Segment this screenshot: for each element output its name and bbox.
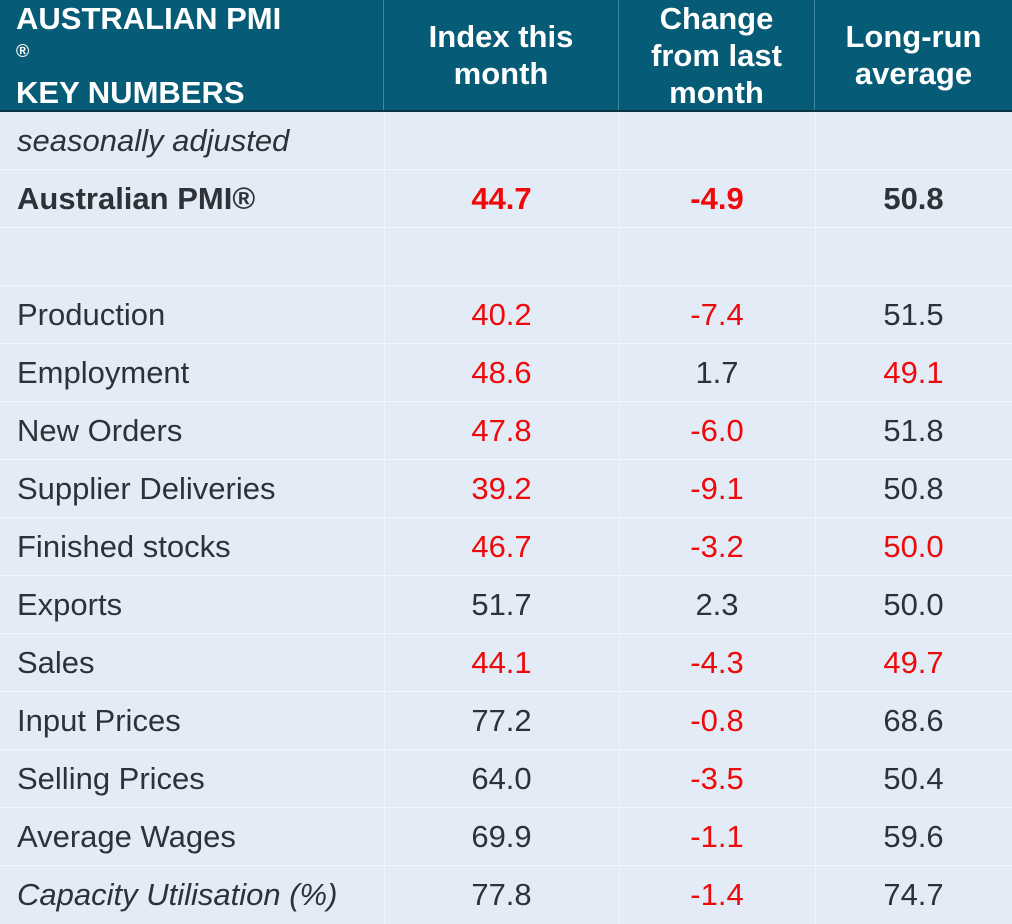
index-value: 64.0 [471, 760, 532, 796]
change-value: 2.3 [695, 586, 739, 622]
row-label: New Orders [17, 412, 183, 448]
header-title-line1: AUSTRALIAN PMI [16, 0, 282, 36]
table-row: Production 40.2 -7.4 51.5 [0, 286, 1012, 344]
average-value: 49.1 [883, 354, 944, 390]
row-label: Exports [17, 586, 123, 622]
row-label: Selling Prices [17, 760, 205, 796]
table-row: Exports 51.7 2.3 50.0 [0, 576, 1012, 634]
average-value: 50.8 [883, 470, 944, 506]
column-divider [384, 112, 385, 924]
table-header: AUSTRALIAN PMI ® KEY NUMBERS Index this m… [0, 0, 1012, 112]
header-change-line2: from last [651, 37, 782, 73]
header-index-line2: month [453, 56, 549, 91]
column-divider [619, 112, 620, 924]
average-value: 50.0 [883, 586, 944, 622]
change-value: -0.8 [690, 702, 744, 738]
average-value: 50.4 [883, 760, 944, 796]
average-value: 50.0 [883, 528, 944, 564]
row-label: Sales [17, 644, 95, 680]
row-label: Australian PMI® [17, 180, 256, 216]
table-row: New Orders 47.8 -6.0 51.8 [0, 402, 1012, 460]
column-divider [815, 112, 816, 924]
average-value: 51.5 [883, 296, 944, 332]
index-value: 40.2 [471, 296, 532, 332]
average-value: 51.8 [883, 412, 944, 448]
row-label: Supplier Deliveries [17, 470, 276, 506]
change-value: -3.5 [690, 760, 744, 796]
registered-mark: ® [16, 40, 30, 61]
change-value: -1.4 [690, 877, 744, 912]
change-value: -7.4 [690, 296, 744, 332]
change-value: -4.9 [690, 180, 744, 216]
average-value: 59.6 [883, 818, 944, 854]
index-value: 48.6 [471, 354, 532, 390]
table-row: Finished stocks 46.7 -3.2 50.0 [0, 518, 1012, 576]
change-value: -3.2 [690, 528, 744, 564]
change-value: -9.1 [690, 470, 744, 506]
index-value: 47.8 [471, 412, 532, 448]
index-value: 46.7 [471, 528, 532, 564]
table-row: Supplier Deliveries 39.2 -9.1 50.8 [0, 460, 1012, 518]
header-change-from-last-month: Change from last month [619, 0, 815, 110]
header-index-line1: Index this [428, 19, 574, 54]
change-value: -4.3 [690, 644, 744, 680]
index-value: 39.2 [471, 470, 532, 506]
subheader-row: seasonally adjusted [0, 112, 1012, 170]
average-value: 74.7 [883, 877, 944, 912]
average-value: 68.6 [883, 702, 944, 738]
table-row: Average Wages 69.9 -1.1 59.6 [0, 808, 1012, 866]
row-label: Production [17, 296, 166, 332]
table-row: Capacity Utilisation (%) 77.8 -1.4 74.7 [0, 866, 1012, 924]
header-index-this-month: Index this month [384, 0, 619, 110]
header-key-numbers: AUSTRALIAN PMI ® KEY NUMBERS [0, 0, 384, 110]
index-value: 77.2 [471, 702, 532, 738]
table-body: seasonally adjusted Australian PMI® 44.7… [0, 112, 1012, 924]
header-change-line1: Change [659, 0, 774, 36]
header-average-line1: Long-run [845, 19, 982, 54]
average-value: 50.8 [883, 180, 944, 216]
index-value: 44.1 [471, 644, 532, 680]
index-value: 77.8 [471, 877, 532, 912]
index-value: 51.7 [471, 586, 532, 622]
subheader-label: seasonally adjusted [17, 122, 290, 158]
header-average-line2: average [854, 56, 973, 91]
change-value: 1.7 [695, 354, 739, 390]
index-value: 69.9 [471, 818, 532, 854]
table-row: Sales 44.1 -4.3 49.7 [0, 634, 1012, 692]
header-long-run-average: Long-run average [815, 0, 1012, 110]
average-value: 49.7 [883, 644, 944, 680]
header-title-line2: KEY NUMBERS [16, 74, 245, 110]
spacer-row [0, 228, 1012, 286]
headline-row: Australian PMI® 44.7 -4.9 50.8 [0, 170, 1012, 228]
index-value: 44.7 [471, 180, 532, 216]
table-row: Input Prices 77.2 -0.8 68.6 [0, 692, 1012, 750]
header-change-line3: month [669, 74, 764, 110]
change-value: -6.0 [690, 412, 744, 448]
table-row: Employment 48.6 1.7 49.1 [0, 344, 1012, 402]
row-label: Finished stocks [17, 528, 231, 564]
row-label: Average Wages [17, 818, 236, 854]
change-value: -1.1 [690, 818, 744, 854]
row-label: Input Prices [17, 702, 181, 738]
table-row: Selling Prices 64.0 -3.5 50.4 [0, 750, 1012, 808]
row-label: Employment [17, 354, 190, 390]
row-label: Capacity Utilisation (%) [17, 877, 338, 912]
